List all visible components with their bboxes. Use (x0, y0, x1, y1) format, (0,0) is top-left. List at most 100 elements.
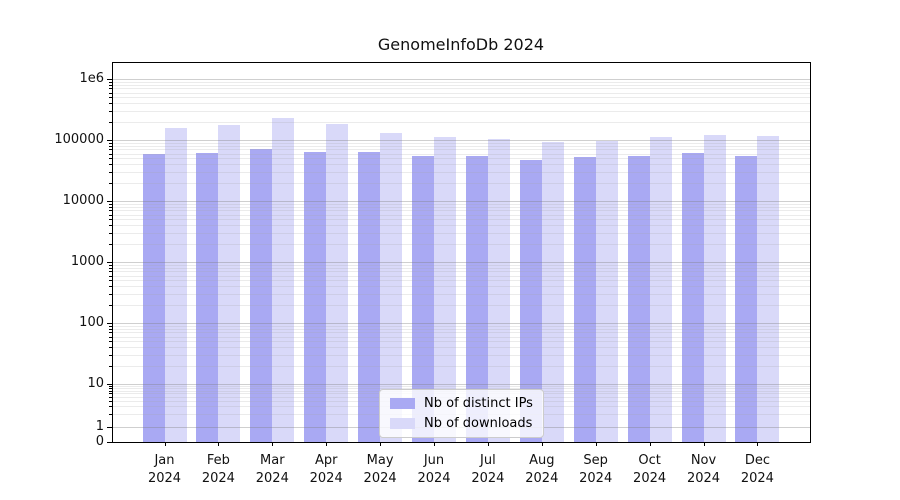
y-minor-tick-mark (109, 84, 112, 86)
y-tick-mark (107, 426, 112, 428)
y-minor-tick-mark (109, 267, 112, 269)
y-minor-tick-mark (109, 328, 112, 330)
y-minor-tick-mark (109, 280, 112, 282)
y-tick-mark (107, 140, 112, 141)
bar-downloads-sep (595, 141, 618, 442)
legend-swatch-downloads (390, 418, 415, 429)
bar-ips-mar (250, 149, 273, 442)
y-minor-tick-mark (109, 206, 112, 208)
bars-layer (113, 63, 810, 442)
x-tick-label: Feb 2024 (201, 453, 235, 487)
y-tick-label: 0 (95, 434, 104, 449)
y-minor-tick-mark (109, 110, 112, 112)
y-minor-tick-mark (109, 347, 112, 349)
bar-ips-nov (681, 153, 704, 442)
y-tick-mark (107, 201, 112, 202)
bar-downloads-dec (757, 136, 780, 442)
legend-label-distinct-ips: Nb of distinct IPs (424, 396, 533, 411)
bar-downloads-apr (326, 123, 349, 442)
bar-ips-dec (735, 155, 758, 442)
y-minor-tick-mark (109, 396, 112, 398)
bar-downloads-nov (703, 134, 726, 442)
y-minor-tick-mark (109, 203, 112, 205)
y-minor-tick-mark (109, 341, 112, 343)
bar-ips-sep (573, 157, 596, 442)
x-tick-mark (434, 442, 435, 446)
y-minor-tick-mark (109, 225, 112, 227)
y-tick-label: 1 (95, 418, 104, 434)
bar-ips-oct (627, 155, 650, 442)
y-minor-tick-mark (109, 182, 112, 184)
y-minor-tick-mark (109, 81, 112, 83)
y-minor-tick-mark (109, 413, 112, 415)
y-tick-mark (107, 384, 112, 385)
y-minor-tick-mark (109, 145, 112, 147)
x-tick-mark (380, 442, 382, 446)
y-minor-tick-mark (109, 88, 112, 90)
bar-ips-jun (412, 155, 434, 442)
bar-ips-aug (519, 160, 542, 442)
y-minor-tick-mark (109, 332, 112, 334)
legend-item-downloads: Nb of downloads (390, 415, 533, 432)
y-minor-tick-mark (109, 92, 112, 94)
y-minor-tick-mark (109, 293, 112, 295)
y-minor-tick-mark (109, 214, 112, 216)
bar-downloads-jul (487, 138, 510, 442)
y-minor-tick-mark (109, 264, 112, 266)
y-tick-label: 1e6 (79, 71, 104, 86)
y-minor-tick-mark (109, 243, 112, 245)
y-tick-mark (107, 262, 112, 263)
y-minor-tick-mark (109, 325, 112, 327)
x-tick-label: Aug 2024 (525, 453, 559, 487)
bar-ips-feb (196, 153, 219, 442)
x-tick-label: Apr 2024 (309, 453, 343, 487)
bar-downloads-oct (649, 137, 672, 442)
bar-downloads-feb (218, 125, 241, 442)
y-minor-tick-mark (109, 103, 112, 105)
legend-swatch-distinct-ips (390, 398, 415, 409)
y-minor-tick-mark (109, 271, 112, 273)
y-minor-tick-mark (109, 406, 112, 408)
bar-ips-apr (304, 151, 327, 442)
y-minor-tick-mark (109, 393, 112, 395)
chart-title: GenomeInfoDb 2024 (377, 35, 545, 54)
y-tick-label: 100000 (54, 132, 104, 147)
y-tick-mark (107, 323, 112, 324)
y-minor-tick-mark (109, 210, 112, 212)
x-tick-mark (326, 442, 328, 446)
x-tick-mark (649, 442, 651, 446)
x-tick-mark (164, 442, 166, 446)
x-tick-label: Jan 2024 (147, 453, 182, 487)
x-tick-label: Jul 2024 (471, 453, 505, 487)
y-minor-tick-mark (109, 388, 112, 390)
bar-downloads-jun (434, 136, 456, 442)
x-tick-label: Dec 2024 (740, 453, 774, 487)
y-minor-tick-mark (109, 142, 112, 144)
y-tick-label: 10000 (62, 193, 104, 208)
x-tick-mark (757, 442, 759, 446)
y-minor-tick-mark (109, 164, 112, 166)
x-tick-mark (595, 442, 597, 446)
y-minor-tick-mark (109, 354, 112, 356)
y-minor-tick-mark (109, 275, 112, 277)
legend-label-downloads: Nb of downloads (424, 416, 533, 431)
y-minor-tick-mark (109, 304, 112, 306)
y-minor-tick-mark (109, 121, 112, 123)
y-minor-tick-mark (109, 286, 112, 288)
x-tick-label: Mar 2024 (255, 453, 289, 487)
y-tick-mark (107, 79, 112, 80)
legend: Nb of distinct IPs Nb of downloads (379, 389, 544, 438)
x-tick-label: Jun 2024 (417, 453, 451, 487)
y-minor-tick-mark (109, 97, 112, 99)
y-minor-tick-mark (109, 149, 112, 151)
x-tick-mark (272, 442, 274, 446)
y-minor-tick-mark (109, 390, 112, 392)
bar-downloads-may (380, 133, 403, 442)
bar-downloads-mar (272, 118, 295, 442)
bar-downloads-jan (164, 128, 187, 442)
y-minor-tick-mark (109, 153, 112, 155)
y-minor-tick-mark (109, 385, 112, 387)
y-tick-mark (107, 442, 112, 443)
y-minor-tick-mark (109, 219, 112, 221)
